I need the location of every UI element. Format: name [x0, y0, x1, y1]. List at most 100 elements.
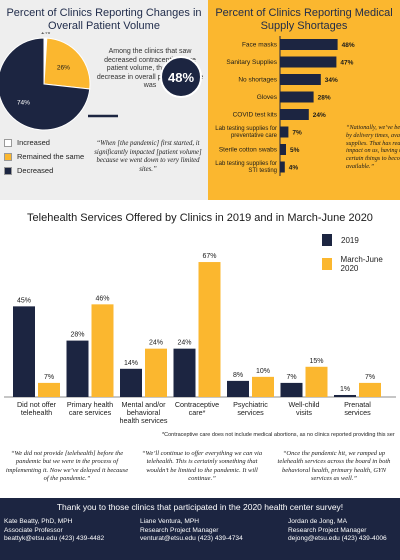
pie-slice-label: 74%	[17, 99, 30, 106]
bar-value-label: 47%	[340, 60, 353, 67]
bar-value-label: 14%	[124, 360, 138, 367]
bar	[280, 144, 286, 155]
legend-item-2019: 2019	[322, 234, 400, 246]
patient-volume-note: Among the clinics that saw decreased con…	[96, 48, 204, 89]
contact-role: Associate Professor	[4, 526, 63, 534]
pie-slice-label: 1%	[41, 32, 51, 36]
bar	[91, 304, 114, 397]
bar-value-label: 28%	[70, 332, 84, 339]
bar-value-label: 10%	[256, 368, 270, 375]
supply-shortage-quote: “Nationally, we’ve been impacted by deli…	[346, 124, 400, 170]
bar-value-label: 7%	[286, 374, 296, 381]
bar	[280, 382, 303, 397]
category-label: Contraceptive care*	[175, 400, 219, 417]
bar-value-label: 7%	[292, 130, 302, 137]
contact-name: Jordan de Jong, MA	[288, 518, 348, 525]
patient-volume-quote: “When [the pandemic] first started, it s…	[94, 140, 202, 173]
category-label: Lab testing supplies for preventative car…	[215, 126, 277, 139]
bar	[280, 126, 289, 138]
contact-role: Research Project Manager	[288, 526, 367, 534]
bar-value-label: 24%	[149, 340, 163, 347]
pie-slice	[0, 37, 91, 131]
legend-label: Increased	[17, 138, 50, 147]
contact-details[interactable]: venturat@etsu.edu (423) 439-4734	[140, 535, 243, 543]
contact-details[interactable]: beattyk@etsu.edu (423) 439-4482	[4, 535, 105, 543]
category-label: Sterile cotton swabs	[219, 147, 278, 154]
bar	[198, 262, 221, 397]
category-label: Prenatal services	[344, 400, 371, 417]
legend-swatch	[322, 258, 332, 270]
category-label: Sanitary Supplies	[226, 59, 277, 66]
supply-shortage-title: Percent of Clinics Reporting Medical Sup…	[215, 7, 393, 32]
category-label: Psychiatric services	[233, 400, 268, 417]
legend-swatch	[322, 234, 332, 246]
bar	[359, 382, 381, 397]
bar-value-label: 5%	[290, 147, 300, 154]
patient-volume-title: Percent of Clinics Reporting Changes in …	[6, 7, 202, 32]
contact-card: Liane Ventura, MPH Research Project Mana…	[140, 518, 243, 544]
bar	[252, 376, 274, 397]
bar-value-label: 4%	[289, 165, 299, 172]
category-label: Did not offer telehealth	[17, 400, 57, 417]
quote-1: “We did not provide [telehealth] before …	[5, 450, 129, 482]
bar	[280, 91, 314, 103]
bar	[280, 109, 309, 120]
contact-name: Kate Beatty, PhD, MPH	[4, 518, 73, 525]
bar	[66, 340, 89, 397]
bar	[38, 382, 60, 397]
bar	[173, 348, 196, 397]
contact-role: Research Project Manager	[140, 526, 219, 534]
legend-swatch	[4, 138, 12, 147]
contact-name: Liane Ventura, MPH	[140, 518, 200, 525]
category-label: Mental and/or behavioral health services	[120, 400, 168, 425]
supply-shortage-panel: Percent of Clinics Reporting Medical Sup…	[208, 0, 400, 200]
bar	[13, 306, 35, 397]
patient-volume-panel: Percent of Clinics Reporting Changes in …	[0, 0, 208, 200]
category-label: Gloves	[257, 94, 278, 101]
telehealth-chart: 45% 7% Did not offer telehealth 28% 46% Primar…	[4, 253, 396, 425]
quote-3: “Once the pandemic hit, we ramped up tel…	[277, 450, 391, 482]
bar	[305, 366, 328, 397]
contact-details[interactable]: dejong@etsu.edu (423) 439-4006	[288, 535, 387, 543]
bar-value-label: 34%	[325, 77, 338, 84]
patient-volume-legend: Increased Remained the same Decreased	[4, 137, 84, 179]
bar-value-label: 45%	[17, 297, 31, 304]
legend-label: 2019	[341, 235, 359, 245]
legend-label: March-June 2020	[340, 255, 383, 273]
category-label: Face masks	[242, 42, 278, 49]
pie-slice	[43, 37, 91, 90]
supply-shortage-chart: Face masks 48% Sanitary Supplies 47% No shor…	[215, 36, 355, 176]
legend-item-2020: March-June 2020	[322, 255, 400, 273]
contact-footer: Thank you to those clinics that particip…	[0, 498, 400, 560]
bar-value-label: 48%	[342, 42, 355, 49]
bar-value-label: 46%	[95, 295, 109, 302]
telehealth-footnote: *Contraceptive care does not include med…	[162, 432, 395, 438]
thank-you-banner: Thank you to those clinics that particip…	[56, 502, 344, 512]
patient-volume-pie: 1% 26% 74%	[0, 32, 118, 131]
bar	[280, 56, 337, 68]
average-decrease-badge: 48%	[160, 56, 202, 98]
category-label: Primary health care services	[67, 400, 113, 417]
legend-label: Decreased	[17, 166, 54, 175]
bar	[280, 161, 285, 173]
legend-swatch	[4, 166, 12, 175]
legend-item-remained: Remained the same	[4, 151, 84, 162]
bar-value-label: 24%	[313, 112, 326, 119]
bar-value-label: 8%	[233, 372, 243, 379]
category-label: Well-child visits	[288, 400, 319, 417]
telehealth-title: Telehealth Services Offered by Clinics i…	[27, 212, 373, 224]
legend-label: Remained the same	[17, 152, 85, 161]
bar	[280, 39, 338, 50]
quote-2: “We’ll continue to offer everything we c…	[141, 450, 263, 482]
contact-card: Jordan de Jong, MA Research Project Mana…	[288, 518, 387, 544]
bar	[145, 348, 167, 397]
legend-item-decreased: Decreased	[4, 165, 84, 176]
telehealth-legend: 2019 March-June 2020	[322, 234, 400, 282]
category-label: Lab testing supplies for STI testing	[215, 161, 277, 174]
category-label: COVID test kits	[233, 112, 278, 119]
bar-value-label: 15%	[309, 358, 323, 365]
bar-value-label: 7%	[365, 374, 375, 381]
legend-swatch	[4, 152, 12, 161]
legend-item-increased: Increased	[4, 137, 84, 148]
category-label: No shortages	[238, 77, 277, 84]
